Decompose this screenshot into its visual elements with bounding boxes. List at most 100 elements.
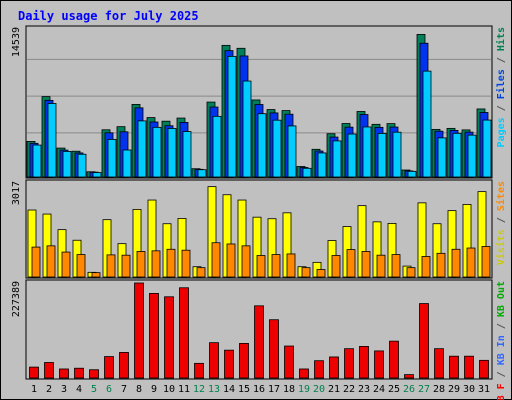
bar-kb-f-day-8 — [134, 282, 144, 379]
bar-pages-day-30 — [467, 134, 477, 178]
x-tick-label: 3 — [61, 384, 67, 395]
x-tick-label: 1 — [31, 384, 37, 395]
bar-pages-day-11 — [182, 131, 192, 178]
panel-middle-legend: Visits / Sites — [495, 181, 507, 265]
x-tick-label: 16 — [253, 384, 265, 395]
x-tick-label: 26 — [403, 384, 415, 395]
x-tick-label: 18 — [283, 384, 295, 395]
bar-pages-day-22 — [347, 133, 357, 178]
bar-pages-day-10 — [167, 128, 177, 178]
x-tick-label: 14 — [223, 384, 235, 395]
x-tick-label: 8 — [136, 384, 142, 395]
bar-sites-day-23 — [361, 251, 371, 278]
bar-sites-day-2 — [46, 245, 56, 278]
x-tick-label: 20 — [313, 384, 325, 395]
bar-kb-f-day-22 — [344, 348, 354, 379]
bar-pages-day-21 — [332, 140, 342, 178]
x-tick-label: 9 — [151, 384, 157, 395]
bar-kb-f-day-19 — [299, 368, 309, 379]
bar-pages-day-8 — [137, 120, 147, 178]
bar-sites-day-8 — [136, 251, 146, 278]
x-tick-label: 6 — [106, 384, 112, 395]
bar-sites-day-31 — [481, 246, 491, 278]
bar-pages-day-13 — [212, 115, 222, 178]
bar-kb-f-day-14 — [224, 349, 234, 379]
x-tick-label: 11 — [178, 384, 190, 395]
bar-kb-f-day-7 — [119, 352, 129, 379]
x-tick-label: 2 — [46, 384, 52, 395]
bar-kb-f-day-31 — [479, 359, 489, 379]
legend-entry: Visits — [495, 229, 507, 265]
bar-pages-day-19 — [302, 167, 312, 178]
bar-pages-day-14 — [227, 55, 237, 178]
bar-kb-f-day-1 — [29, 366, 39, 379]
bar-pages-day-5 — [92, 172, 102, 178]
bar-sites-day-7 — [121, 254, 131, 278]
legend-entry: Sites — [495, 181, 507, 211]
legend-entry: KB F — [496, 383, 507, 400]
legend-entry: Pages — [496, 117, 507, 147]
bar-kb-f-day-29 — [449, 355, 459, 379]
bar-kb-f-day-13 — [209, 342, 219, 379]
bar-pages-day-4 — [77, 153, 87, 178]
bar-sites-day-25 — [391, 254, 401, 278]
bar-sites-day-21 — [331, 255, 341, 278]
bar-kb-f-day-28 — [434, 348, 444, 379]
bar-pages-day-26 — [407, 170, 417, 178]
bar-pages-day-20 — [317, 152, 327, 178]
bar-sites-day-27 — [421, 256, 431, 278]
bar-kb-f-day-20 — [314, 360, 324, 379]
legend-entry: / — [496, 317, 507, 335]
bar-pages-day-12 — [197, 169, 207, 178]
legend-entry: / — [496, 211, 507, 229]
x-tick-label: 30 — [463, 384, 475, 395]
bar-sites-day-19 — [301, 267, 311, 278]
bar-pages-day-27 — [422, 70, 432, 178]
bar-sites-day-24 — [376, 254, 386, 278]
panel-middle-ymax-label: 3017 — [11, 181, 22, 205]
x-tick-label: 5 — [91, 384, 97, 395]
bar-sites-day-5 — [91, 272, 101, 278]
bar-kb-f-day-3 — [59, 368, 69, 379]
panel-bottom-legend: KB F / KB In / KB Out — [496, 281, 507, 400]
chart-title: Daily usage for July 2025 — [18, 9, 199, 23]
bar-sites-day-26 — [406, 267, 416, 278]
x-tick-label: 19 — [298, 384, 310, 395]
panel-top-legend: Pages / Files / Hits — [495, 27, 507, 147]
bar-kb-f-day-23 — [359, 346, 369, 379]
legend-entry: KB Out — [496, 281, 507, 317]
bar-sites-day-1 — [31, 246, 41, 278]
bar-sites-day-15 — [241, 245, 251, 278]
x-tick-label: 4 — [76, 384, 82, 395]
bar-pages-day-2 — [47, 103, 57, 178]
x-tick-label: 31 — [478, 384, 490, 395]
bar-pages-day-1 — [32, 144, 42, 178]
bar-pages-day-17 — [272, 119, 282, 178]
bar-sites-day-30 — [466, 247, 476, 278]
panel-top: 14539 Pages / Files / Hits — [11, 25, 507, 179]
bar-sites-day-22 — [346, 249, 356, 278]
bar-kb-f-day-4 — [74, 367, 84, 379]
x-tick-label: 15 — [238, 384, 250, 395]
legend-entry: / — [496, 99, 507, 117]
x-tick-label: 12 — [193, 384, 205, 395]
bar-kb-f-day-10 — [164, 296, 174, 379]
bar-kb-f-day-24 — [374, 350, 384, 379]
legend-entry: Hits — [495, 27, 507, 51]
bar-sites-day-4 — [76, 254, 86, 278]
bar-pages-day-7 — [122, 149, 132, 178]
bar-kb-f-day-18 — [284, 345, 294, 379]
panel-middle: 3017 Visits / Sites — [11, 179, 507, 279]
x-tick-label: 28 — [433, 384, 445, 395]
bar-sites-day-29 — [451, 248, 461, 278]
bar-kb-f-day-12 — [194, 362, 204, 379]
legend-entry: / — [496, 365, 507, 383]
bar-kb-f-day-17 — [269, 319, 279, 379]
legend-entry: Files — [495, 69, 507, 99]
bar-sites-day-11 — [181, 249, 191, 278]
bar-kb-f-day-26 — [404, 374, 414, 379]
bar-kb-f-day-6 — [104, 356, 114, 379]
bar-kb-f-day-2 — [44, 362, 54, 379]
bar-sites-day-17 — [271, 254, 281, 278]
